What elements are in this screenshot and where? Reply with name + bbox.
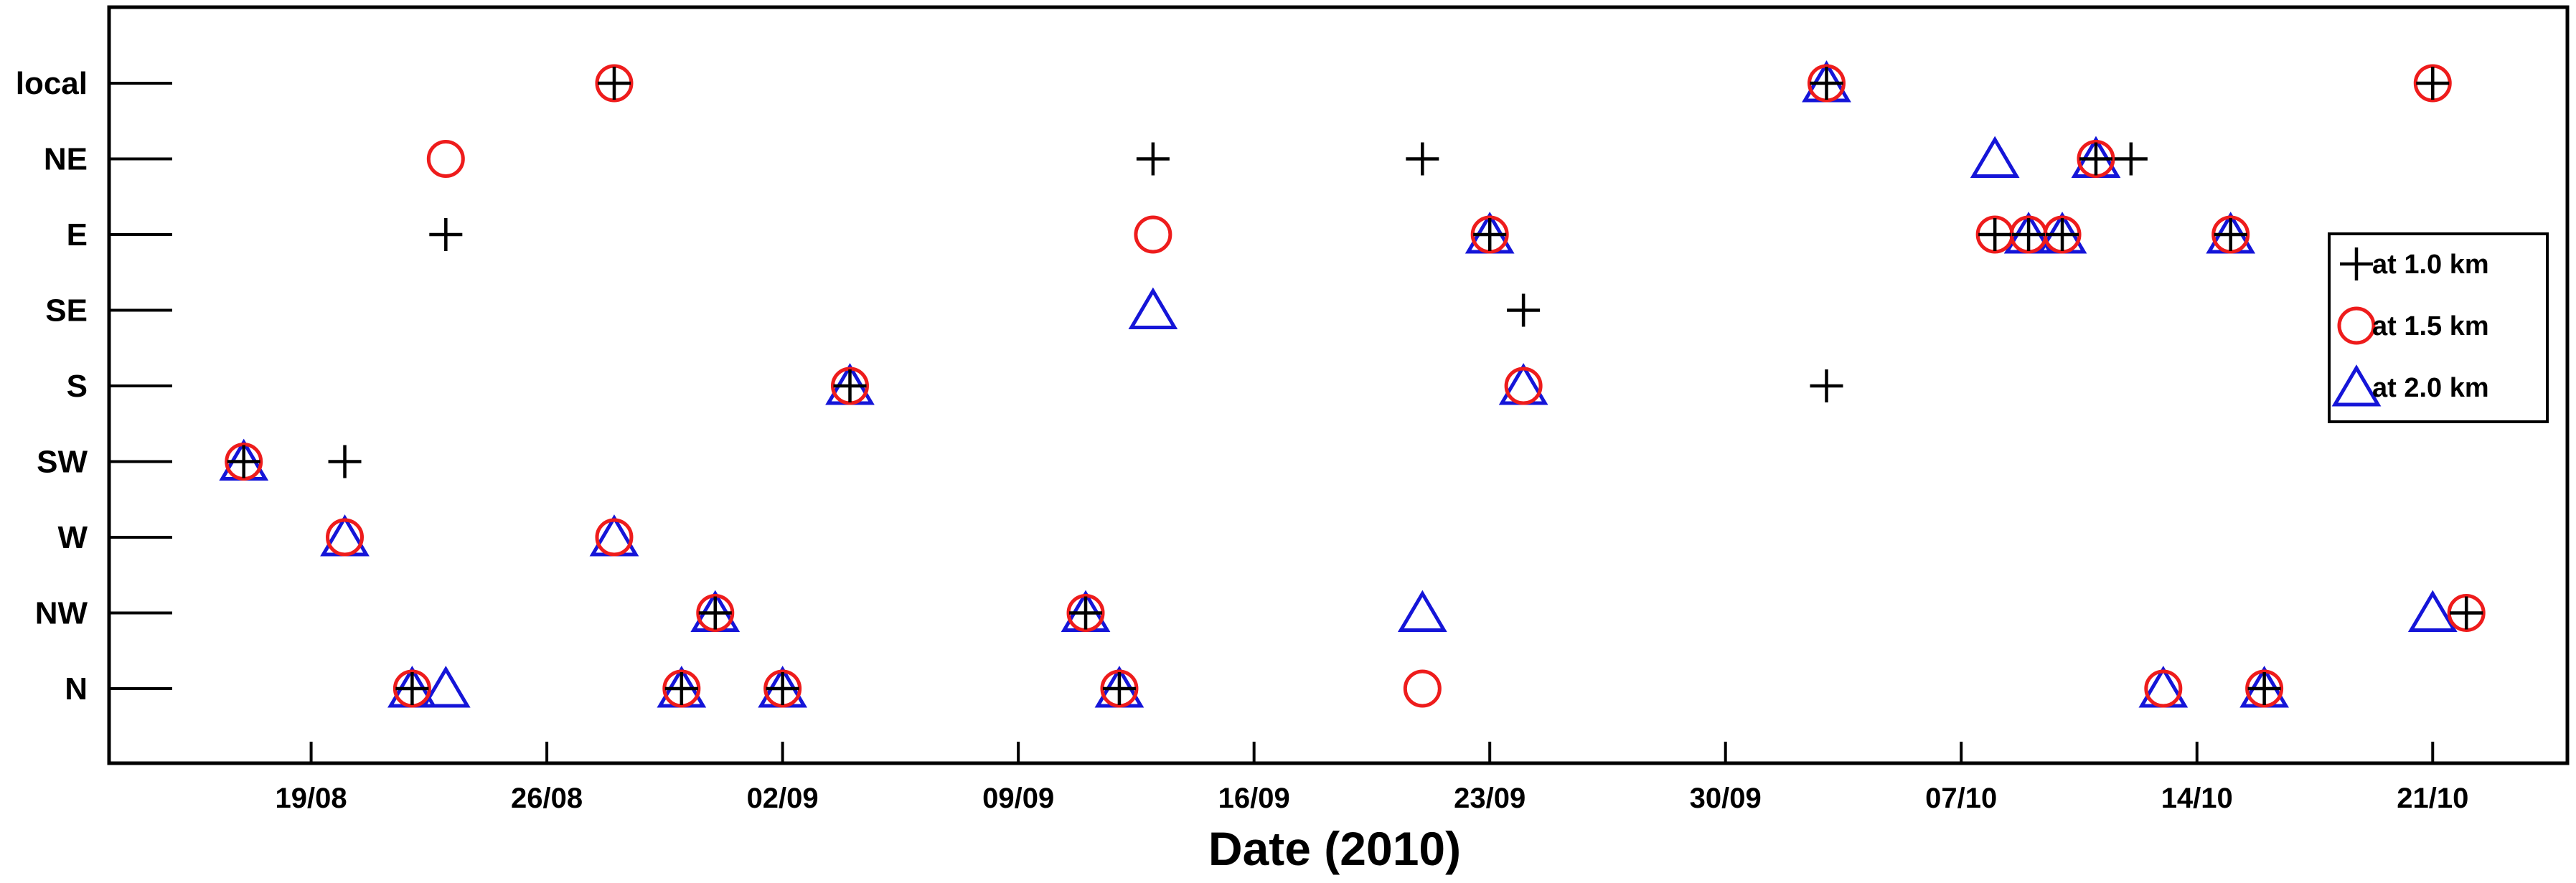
legend-marker-triangle [2331,364,2382,407]
data-point-circle [830,367,869,405]
y-tick-label: N [65,671,88,707]
data-point-plus [227,445,260,478]
plot-frame [107,5,2570,765]
y-tick-label: W [57,520,88,555]
data-point-plus [2079,142,2112,176]
data-point-triangle [1498,363,1548,405]
x-tick-label: 19/08 [276,783,347,814]
legend-label: at 2.0 km [2372,373,2489,403]
data-point-triangle [1970,136,2020,178]
data-point-plus [1102,672,1136,705]
data-point-circle [225,443,263,481]
data-point-plus [429,218,463,251]
data-point-circle [1470,215,1509,254]
data-point-circle [1808,64,1846,103]
y-axis: local NE E SE S SW W NW N [16,66,172,707]
x-tick-label: 14/10 [2161,783,2233,814]
data-point-circle [1100,669,1139,708]
data-point-plus [833,369,867,402]
x-tick-label: 23/09 [1454,783,1526,814]
legend-marker-circle [2337,306,2376,345]
data-point-plus [1136,142,1170,176]
data-point-circle [595,64,634,103]
y-tick-label: SW [37,445,88,480]
data-point-plus [2114,142,2148,176]
x-tick-label: 07/10 [1925,783,1997,814]
data-point-plus [2416,67,2450,100]
data-point-circle [2447,594,2486,632]
data-point-triangle [2407,590,2458,632]
data-point-plus [2046,218,2079,251]
data-point-plus [2214,218,2247,251]
legend-marker-plus [2340,247,2373,280]
data-point-circle [2413,64,2452,103]
data-point-circle [426,140,465,178]
data-point-triangle [2138,666,2189,708]
data-point-plus [1507,293,1541,327]
data-point-triangle [1128,287,1178,329]
x-tick-label: 30/09 [1690,783,1762,814]
data-point-circle [1066,594,1105,632]
data-point-plus [395,672,429,705]
data-point-circle [2077,140,2115,178]
data-point-plus [1978,218,2012,251]
y-tick-label: S [67,369,88,404]
legend-label: at 1.5 km [2372,311,2489,341]
x-tick-label: 21/10 [2397,783,2468,814]
plot-markers [219,60,2486,708]
data-point-plus [1069,596,1103,630]
data-point-circle [1504,367,1543,405]
data-point-triangle [420,666,471,708]
y-tick-label: E [67,217,88,252]
x-axis: 19/08 26/08 02/09 09/09 16/09 23/09 30/09 07/10… [276,742,2468,814]
data-point-circle [1403,669,1442,708]
data-point-plus [698,596,732,630]
data-point-triangle [320,514,370,557]
x-tick-label: 16/09 [1218,783,1290,814]
data-point-plus [664,672,698,705]
x-tick-label: 26/08 [511,783,583,814]
data-point-circle [662,669,701,708]
y-tick-label: NW [35,596,88,631]
data-point-plus [2247,672,2281,705]
legend: at 1.0 km at 1.5 km at 2.0 km [2328,232,2549,423]
data-point-plus [597,67,631,100]
data-point-circle [595,518,634,557]
x-tick-label: 02/09 [747,783,819,814]
data-point-circle [2211,215,2250,254]
data-point-plus [328,445,362,478]
data-point-circle [392,669,431,708]
data-point-triangle [1397,590,1447,632]
data-point-circle [326,518,365,557]
legend-label: at 1.0 km [2372,250,2489,280]
y-tick-label: SE [45,293,88,329]
data-point-plus [766,672,799,705]
x-tick-label: 09/09 [982,783,1054,814]
data-point-circle [2245,669,2284,708]
data-point-plus [1810,369,1843,402]
y-tick-label: local [16,66,88,101]
data-point-circle [2144,669,2183,708]
data-point-plus [2012,218,2046,251]
data-point-circle [1134,215,1172,254]
y-tick-label: NE [44,142,88,177]
data-point-circle [763,669,802,708]
x-axis-title: Date (2010) [1208,822,1461,875]
data-point-plus [1810,67,1843,100]
data-point-plus [2450,596,2483,630]
data-point-plus [1406,142,1439,176]
data-point-plus [1473,218,1507,251]
data-point-circle [696,594,735,632]
data-point-triangle [589,514,639,557]
